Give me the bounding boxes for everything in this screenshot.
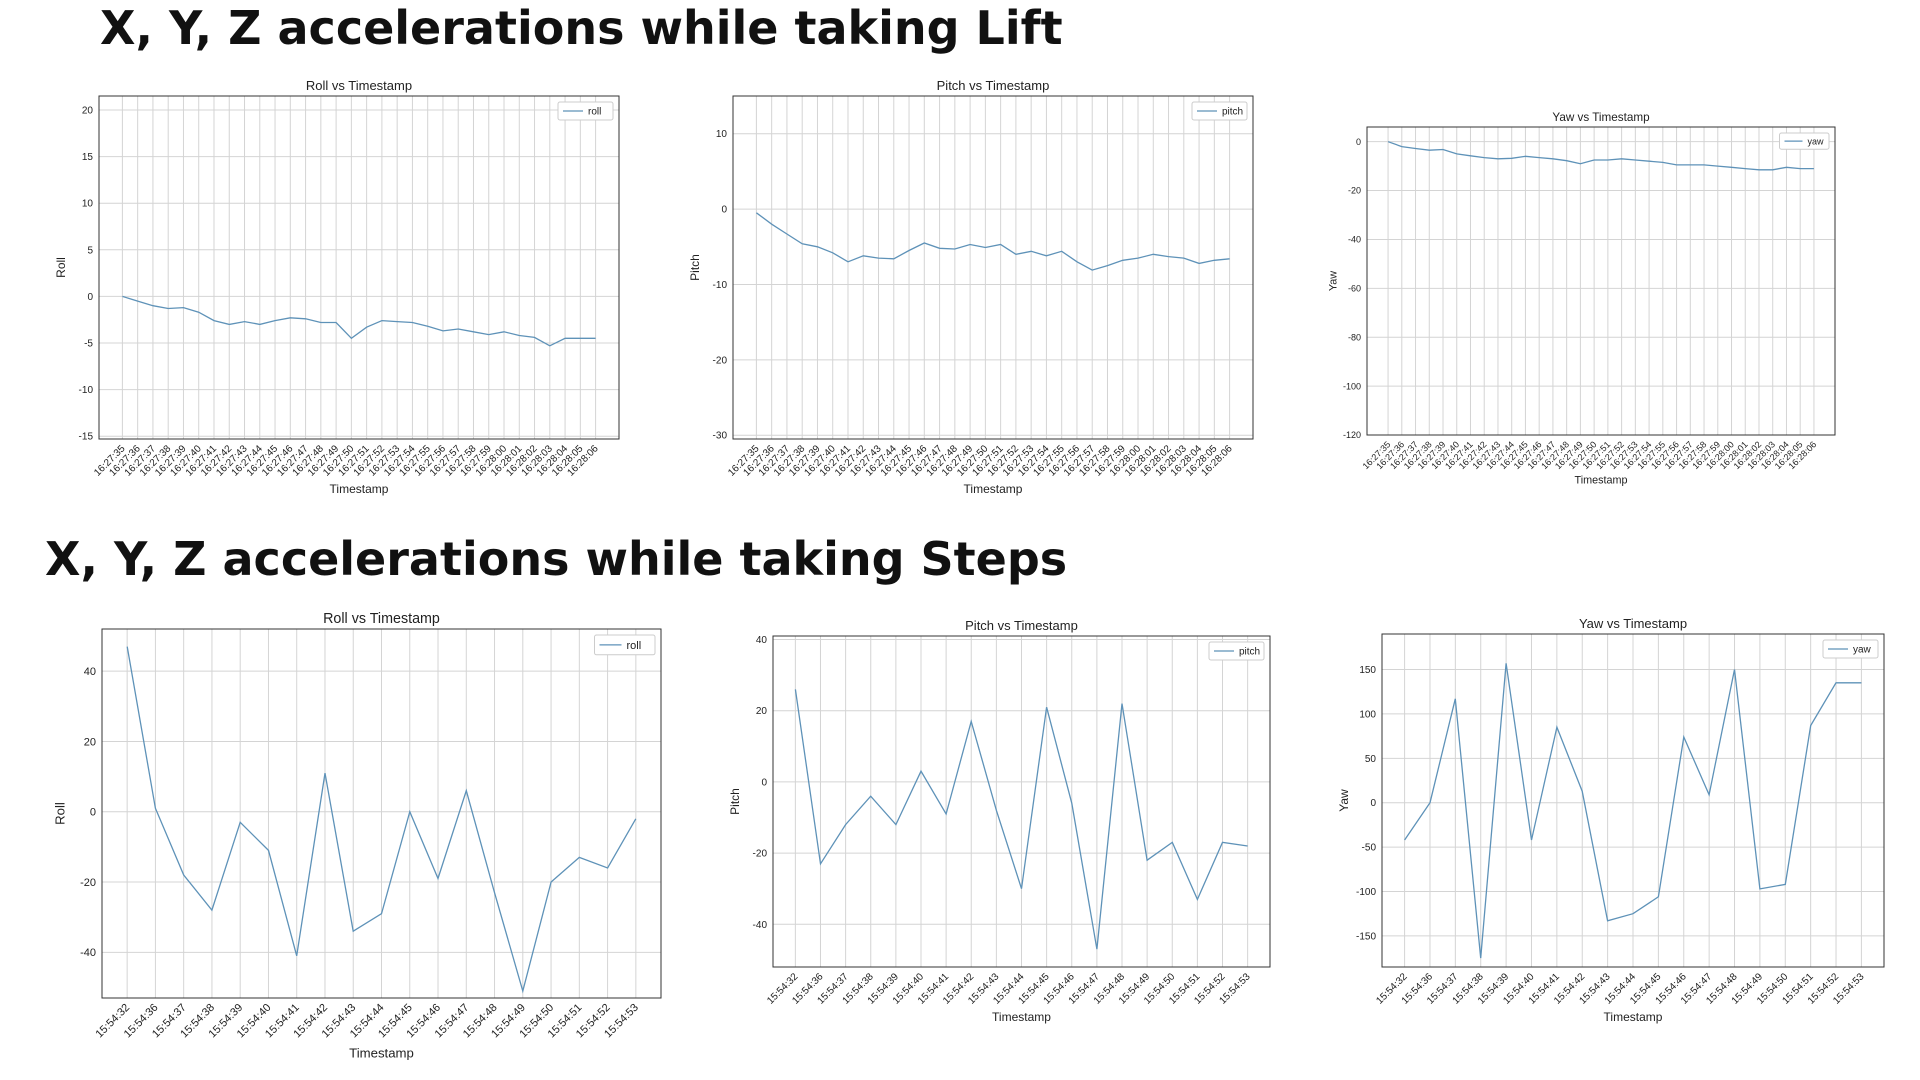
y-tick-label: 100 xyxy=(1359,709,1376,720)
x-axis-label: Timestamp xyxy=(964,482,1023,496)
y-axis-label: Pitch xyxy=(688,254,702,281)
plot-frame xyxy=(98,95,620,440)
y-tick-label: 20 xyxy=(84,736,96,748)
section-heading: X, Y, Z accelerations while taking Lift xyxy=(100,1,1063,55)
legend-label: pitch xyxy=(1222,107,1243,118)
chart-title: Pitch vs Timestamp xyxy=(965,618,1078,633)
y-tick-label: 0 xyxy=(721,205,727,216)
chart: -150-100-5005010015015:54:3215:54:3615:5… xyxy=(1337,616,1885,1024)
chart: -40-200204015:54:3215:54:3615:54:3715:54… xyxy=(728,618,1271,1024)
chart-title: Yaw vs Timestamp xyxy=(1579,616,1687,631)
y-tick-label: 0 xyxy=(761,777,767,788)
y-tick-label: -20 xyxy=(713,355,728,366)
y-tick-label: 20 xyxy=(756,706,768,717)
legend-label: pitch xyxy=(1239,647,1260,658)
y-tick-label: 150 xyxy=(1359,665,1376,676)
x-axis-label: Timestamp xyxy=(1575,475,1628,487)
y-axis-label: Pitch xyxy=(728,788,742,815)
legend-label: yaw xyxy=(1853,645,1872,656)
y-tick-label: 0 xyxy=(87,292,93,303)
section-heading: X, Y, Z accelerations while taking Steps xyxy=(45,532,1067,586)
y-axis-label: Yaw xyxy=(1337,789,1351,812)
plot-frame xyxy=(101,628,662,999)
y-tick-label: 0 xyxy=(1370,798,1376,809)
y-tick-label: 15 xyxy=(82,152,94,163)
y-tick-label: 0 xyxy=(1356,137,1361,147)
series-line xyxy=(1404,663,1862,959)
legend-box xyxy=(1208,641,1265,661)
chart-title: Roll vs Timestamp xyxy=(306,78,412,93)
y-tick-label: -50 xyxy=(1362,843,1377,854)
chart-title: Roll vs Timestamp xyxy=(323,611,440,627)
y-tick-label: 10 xyxy=(716,129,728,140)
y-tick-label: -150 xyxy=(1356,931,1376,942)
plot-frame xyxy=(772,635,1271,968)
x-axis-label: Timestamp xyxy=(330,482,389,496)
y-tick-label: 40 xyxy=(756,635,768,646)
y-tick-label: 10 xyxy=(82,199,94,210)
chart: -15-10-50510152016:27:3516:27:3616:27:37… xyxy=(54,78,620,496)
y-axis-label: Roll xyxy=(53,802,68,825)
legend-box xyxy=(594,634,656,656)
y-tick-label: -10 xyxy=(79,385,94,396)
x-axis-label: Timestamp xyxy=(992,1010,1051,1024)
y-tick-label: -100 xyxy=(1343,381,1361,391)
y-tick-label: -40 xyxy=(753,920,768,931)
chart-title: Yaw vs Timestamp xyxy=(1552,111,1650,124)
y-tick-label: 40 xyxy=(84,666,96,678)
y-tick-label: -40 xyxy=(1348,235,1361,245)
series-line xyxy=(122,295,596,347)
plot-frame xyxy=(1366,126,1836,436)
plot-frame xyxy=(1381,633,1885,968)
chart: -30-20-1001016:27:3516:27:3616:27:3716:2… xyxy=(688,78,1254,496)
chart-title: Pitch vs Timestamp xyxy=(937,78,1050,93)
series-line xyxy=(1387,141,1814,171)
y-tick-label: 50 xyxy=(1365,754,1377,765)
y-tick-label: -120 xyxy=(1343,430,1361,440)
plot-frame xyxy=(732,95,1254,440)
y-tick-label: -80 xyxy=(1348,332,1361,342)
series-line xyxy=(794,689,1248,950)
y-tick-label: -10 xyxy=(713,280,728,291)
y-tick-label: 20 xyxy=(82,105,94,116)
y-tick-label: -40 xyxy=(80,947,96,959)
y-tick-label: -20 xyxy=(1348,186,1361,196)
y-tick-label: -30 xyxy=(713,431,728,442)
y-axis-label: Roll xyxy=(54,257,68,278)
y-tick-label: 0 xyxy=(90,807,96,819)
x-axis-label: Timestamp xyxy=(1604,1010,1663,1024)
y-tick-label: -15 xyxy=(79,432,94,443)
legend-label: roll xyxy=(627,640,642,652)
chart: -40-200204015:54:3215:54:3615:54:3715:54… xyxy=(53,611,662,1060)
y-axis-label: Yaw xyxy=(1327,271,1339,291)
chart: -120-100-80-60-40-20016:27:3516:27:3616:… xyxy=(1327,111,1836,487)
y-tick-label: 5 xyxy=(87,245,93,256)
legend-box xyxy=(557,101,614,121)
x-axis-label: Timestamp xyxy=(349,1045,414,1060)
legend-label: yaw xyxy=(1808,136,1825,146)
series-line xyxy=(126,646,637,994)
legend-box xyxy=(1779,132,1830,150)
legend-box xyxy=(1191,101,1248,121)
legend-label: roll xyxy=(588,107,601,118)
y-tick-label: -100 xyxy=(1356,887,1376,898)
legend-box xyxy=(1822,639,1879,659)
y-tick-label: -20 xyxy=(80,877,96,889)
y-tick-label: -60 xyxy=(1348,283,1361,293)
y-tick-label: -20 xyxy=(753,849,768,860)
series-line xyxy=(756,212,1230,271)
y-tick-label: -5 xyxy=(84,338,93,349)
